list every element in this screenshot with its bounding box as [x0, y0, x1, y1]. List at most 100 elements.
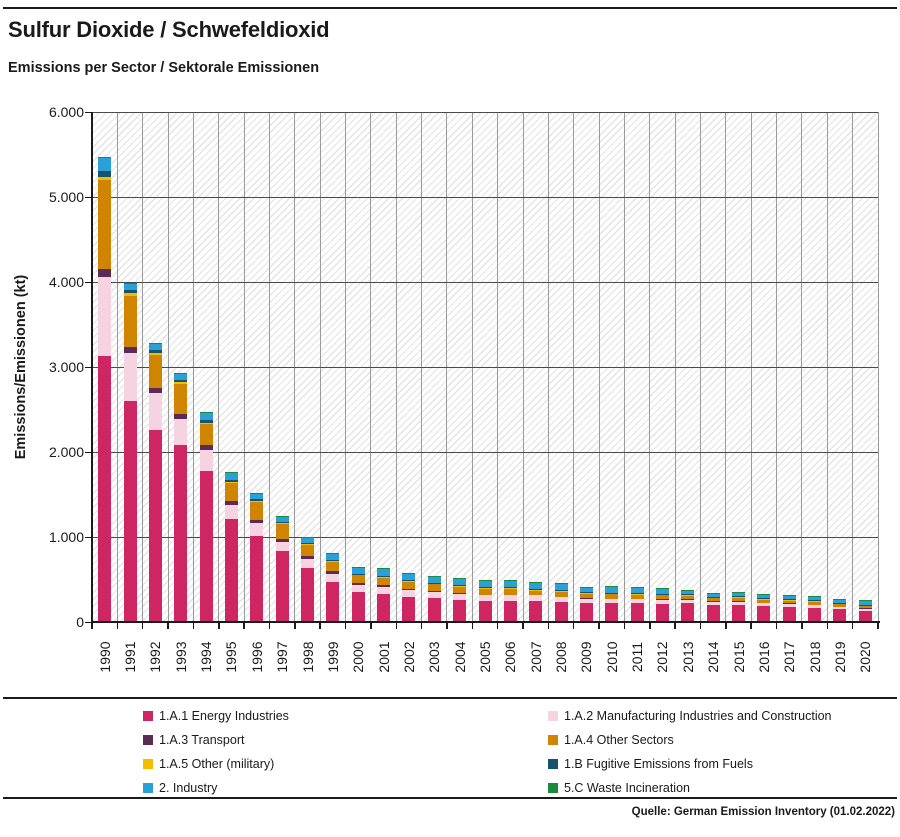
y-tick-mark	[85, 111, 91, 113]
y-tick-mark	[85, 451, 91, 453]
y-tick-label: 1.000	[48, 529, 84, 545]
x-tick-label-year: 2001	[375, 641, 392, 673]
legend-label: 1.A.5 Other (military)	[159, 757, 275, 771]
legend-label: 1.A.3 Transport	[159, 733, 245, 747]
bar-segment	[630, 603, 644, 622]
x-tick-mark	[572, 623, 575, 629]
gridline-6000	[92, 111, 878, 113]
bar-segment	[681, 590, 695, 595]
legend-label: 1.B Fugitive Emissions from Fuels	[564, 757, 753, 771]
bar-segment	[402, 573, 416, 581]
bar-segment	[732, 597, 746, 602]
bar-segment	[199, 423, 213, 446]
bar-segment	[655, 588, 669, 589]
legend-item: 1.A.4 Other Sectors	[548, 733, 890, 747]
gridline-5000	[92, 196, 878, 198]
bar-segment	[757, 599, 771, 603]
bar-segment	[427, 584, 441, 592]
bar-segment	[858, 601, 872, 605]
x-tick-label-year: 2017	[781, 641, 798, 673]
x-tick-mark	[420, 623, 423, 629]
x-tick-label-year: 2000	[350, 641, 367, 673]
bar-segment	[326, 553, 340, 560]
bar-segment	[503, 580, 517, 588]
bar-segment	[554, 591, 568, 597]
bar-segment	[275, 538, 289, 543]
x-tick-mark	[294, 623, 296, 629]
bar-segment	[681, 595, 695, 600]
x-tick-label-year: 2013	[679, 641, 696, 673]
bar-segment	[706, 592, 720, 594]
bar-segment	[453, 577, 467, 579]
legend-swatch	[548, 711, 558, 721]
bar-segment	[98, 156, 112, 158]
bar-segment	[326, 582, 340, 622]
x-tick-label-year: 1990	[96, 641, 113, 673]
bar-segment	[630, 587, 644, 594]
bar-segment	[630, 598, 644, 604]
bar-segment	[858, 604, 872, 606]
gridline-2000	[92, 451, 878, 453]
bar-segment	[174, 379, 188, 383]
bar-segment	[123, 293, 137, 297]
bar-segment	[427, 576, 441, 583]
bar-segment	[224, 479, 238, 483]
legend-item: 1.B Fugitive Emissions from Fuels	[548, 757, 890, 771]
x-tick-label-year: 2006	[502, 641, 519, 673]
column-separator	[877, 112, 879, 622]
legend-swatch	[548, 783, 558, 793]
bar-segment	[148, 342, 162, 344]
legend-swatch	[548, 759, 558, 769]
bar-segment	[453, 578, 467, 586]
bar-segment	[174, 382, 188, 384]
x-tick-mark	[91, 623, 93, 629]
y-tick-label: 4.000	[48, 274, 84, 290]
x-tick-label-year: 1996	[248, 641, 265, 673]
bar-segment	[250, 536, 264, 622]
bar-segment	[427, 582, 441, 584]
bar-segment	[301, 556, 315, 560]
source-note: Quelle: German Emission Inventory (01.02…	[631, 806, 895, 818]
bar-segment	[529, 600, 543, 622]
bar-segment	[630, 587, 644, 588]
x-tick-label-year: 2002	[400, 641, 417, 673]
bar-segment	[326, 561, 340, 572]
bar-segment	[148, 343, 162, 350]
bar-segment	[833, 599, 847, 603]
bar-segment	[174, 413, 188, 419]
legend-swatch	[143, 711, 153, 721]
bar-segment	[427, 591, 441, 592]
bar-segment	[351, 575, 365, 583]
bar-segment	[757, 598, 771, 600]
bar-segment	[605, 592, 619, 594]
bar-segment	[757, 594, 771, 599]
bar-segment	[377, 577, 391, 586]
bar-segment	[174, 418, 188, 446]
bar-segment	[529, 590, 543, 595]
legend-swatch	[143, 783, 153, 793]
bar-segment	[655, 593, 669, 595]
bar-segment	[301, 559, 315, 568]
bar-segment	[453, 599, 467, 622]
bar-segment	[529, 581, 543, 583]
legend-item: 1.A.3 Transport	[143, 733, 548, 747]
legend-label: 2. Industry	[159, 781, 218, 795]
x-tick-mark	[877, 623, 879, 629]
bar-segment	[301, 545, 315, 557]
bar-segment	[453, 586, 467, 594]
bar-segment	[402, 580, 416, 582]
x-tick-label-year: 2012	[654, 641, 671, 673]
bar-segment	[123, 289, 137, 294]
bar-segment	[554, 596, 568, 603]
bar-segment	[782, 603, 796, 607]
x-tick-mark	[319, 623, 321, 629]
bar-segment	[250, 501, 264, 520]
bar-segment	[351, 591, 365, 622]
bar-segment	[503, 594, 517, 595]
y-tick-mark	[85, 621, 91, 623]
y-tick-mark	[85, 366, 91, 368]
bar-segment	[453, 593, 467, 594]
bar-segment	[326, 574, 340, 583]
bar-segment	[224, 519, 238, 622]
x-tick-label-year: 2019	[831, 641, 848, 673]
